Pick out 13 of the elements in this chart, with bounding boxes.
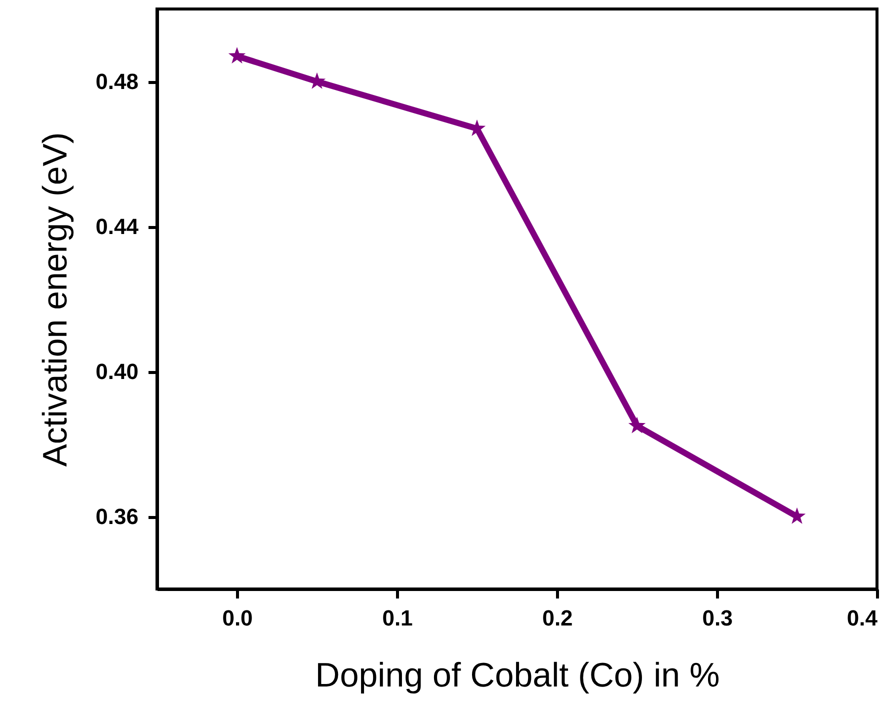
y-tick-label: 0.40 bbox=[96, 359, 138, 384]
x-tick-label: 0.1 bbox=[382, 606, 413, 630]
y-tick-label: 0.36 bbox=[96, 504, 138, 529]
x-tick-label: 0.3 bbox=[702, 606, 733, 630]
y-tick-label: 0.48 bbox=[96, 69, 138, 94]
point bbox=[628, 416, 646, 434]
x-tick-label: 0.2 bbox=[542, 606, 573, 630]
y-axis-title: Activation energy (eV) bbox=[36, 132, 75, 467]
x-axis-title: Doping of Cobalt (Co) in % bbox=[315, 656, 720, 694]
x-tick-label: 0.0 bbox=[222, 606, 253, 630]
y-tick-label: 0.44 bbox=[96, 214, 140, 239]
x-tick-label: 0.4 bbox=[846, 606, 878, 630]
point bbox=[228, 47, 246, 64]
